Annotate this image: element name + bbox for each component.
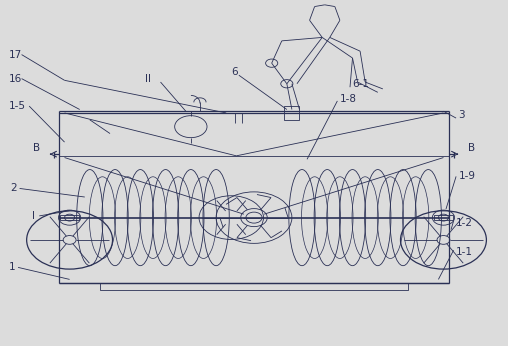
Text: B: B	[33, 144, 40, 153]
Text: II: II	[145, 74, 151, 84]
Text: 6: 6	[231, 67, 238, 77]
Text: 1-1: 1-1	[456, 247, 473, 257]
Text: 6-1: 6-1	[353, 79, 369, 89]
Bar	[284, 106, 300, 120]
Text: 3: 3	[459, 110, 465, 120]
Text: 1-8: 1-8	[340, 94, 357, 104]
Text: 1-2: 1-2	[456, 218, 473, 228]
Text: 1-9: 1-9	[459, 171, 475, 181]
Bar	[60, 215, 79, 220]
Text: I: I	[31, 211, 35, 221]
Text: 1-5: 1-5	[9, 101, 26, 111]
Bar	[100, 283, 408, 290]
Text: 1: 1	[9, 262, 16, 272]
Text: B: B	[468, 144, 475, 153]
Text: 16: 16	[9, 74, 22, 84]
Text: 2: 2	[11, 183, 17, 193]
Text: 17: 17	[9, 49, 22, 60]
Bar	[434, 215, 453, 220]
